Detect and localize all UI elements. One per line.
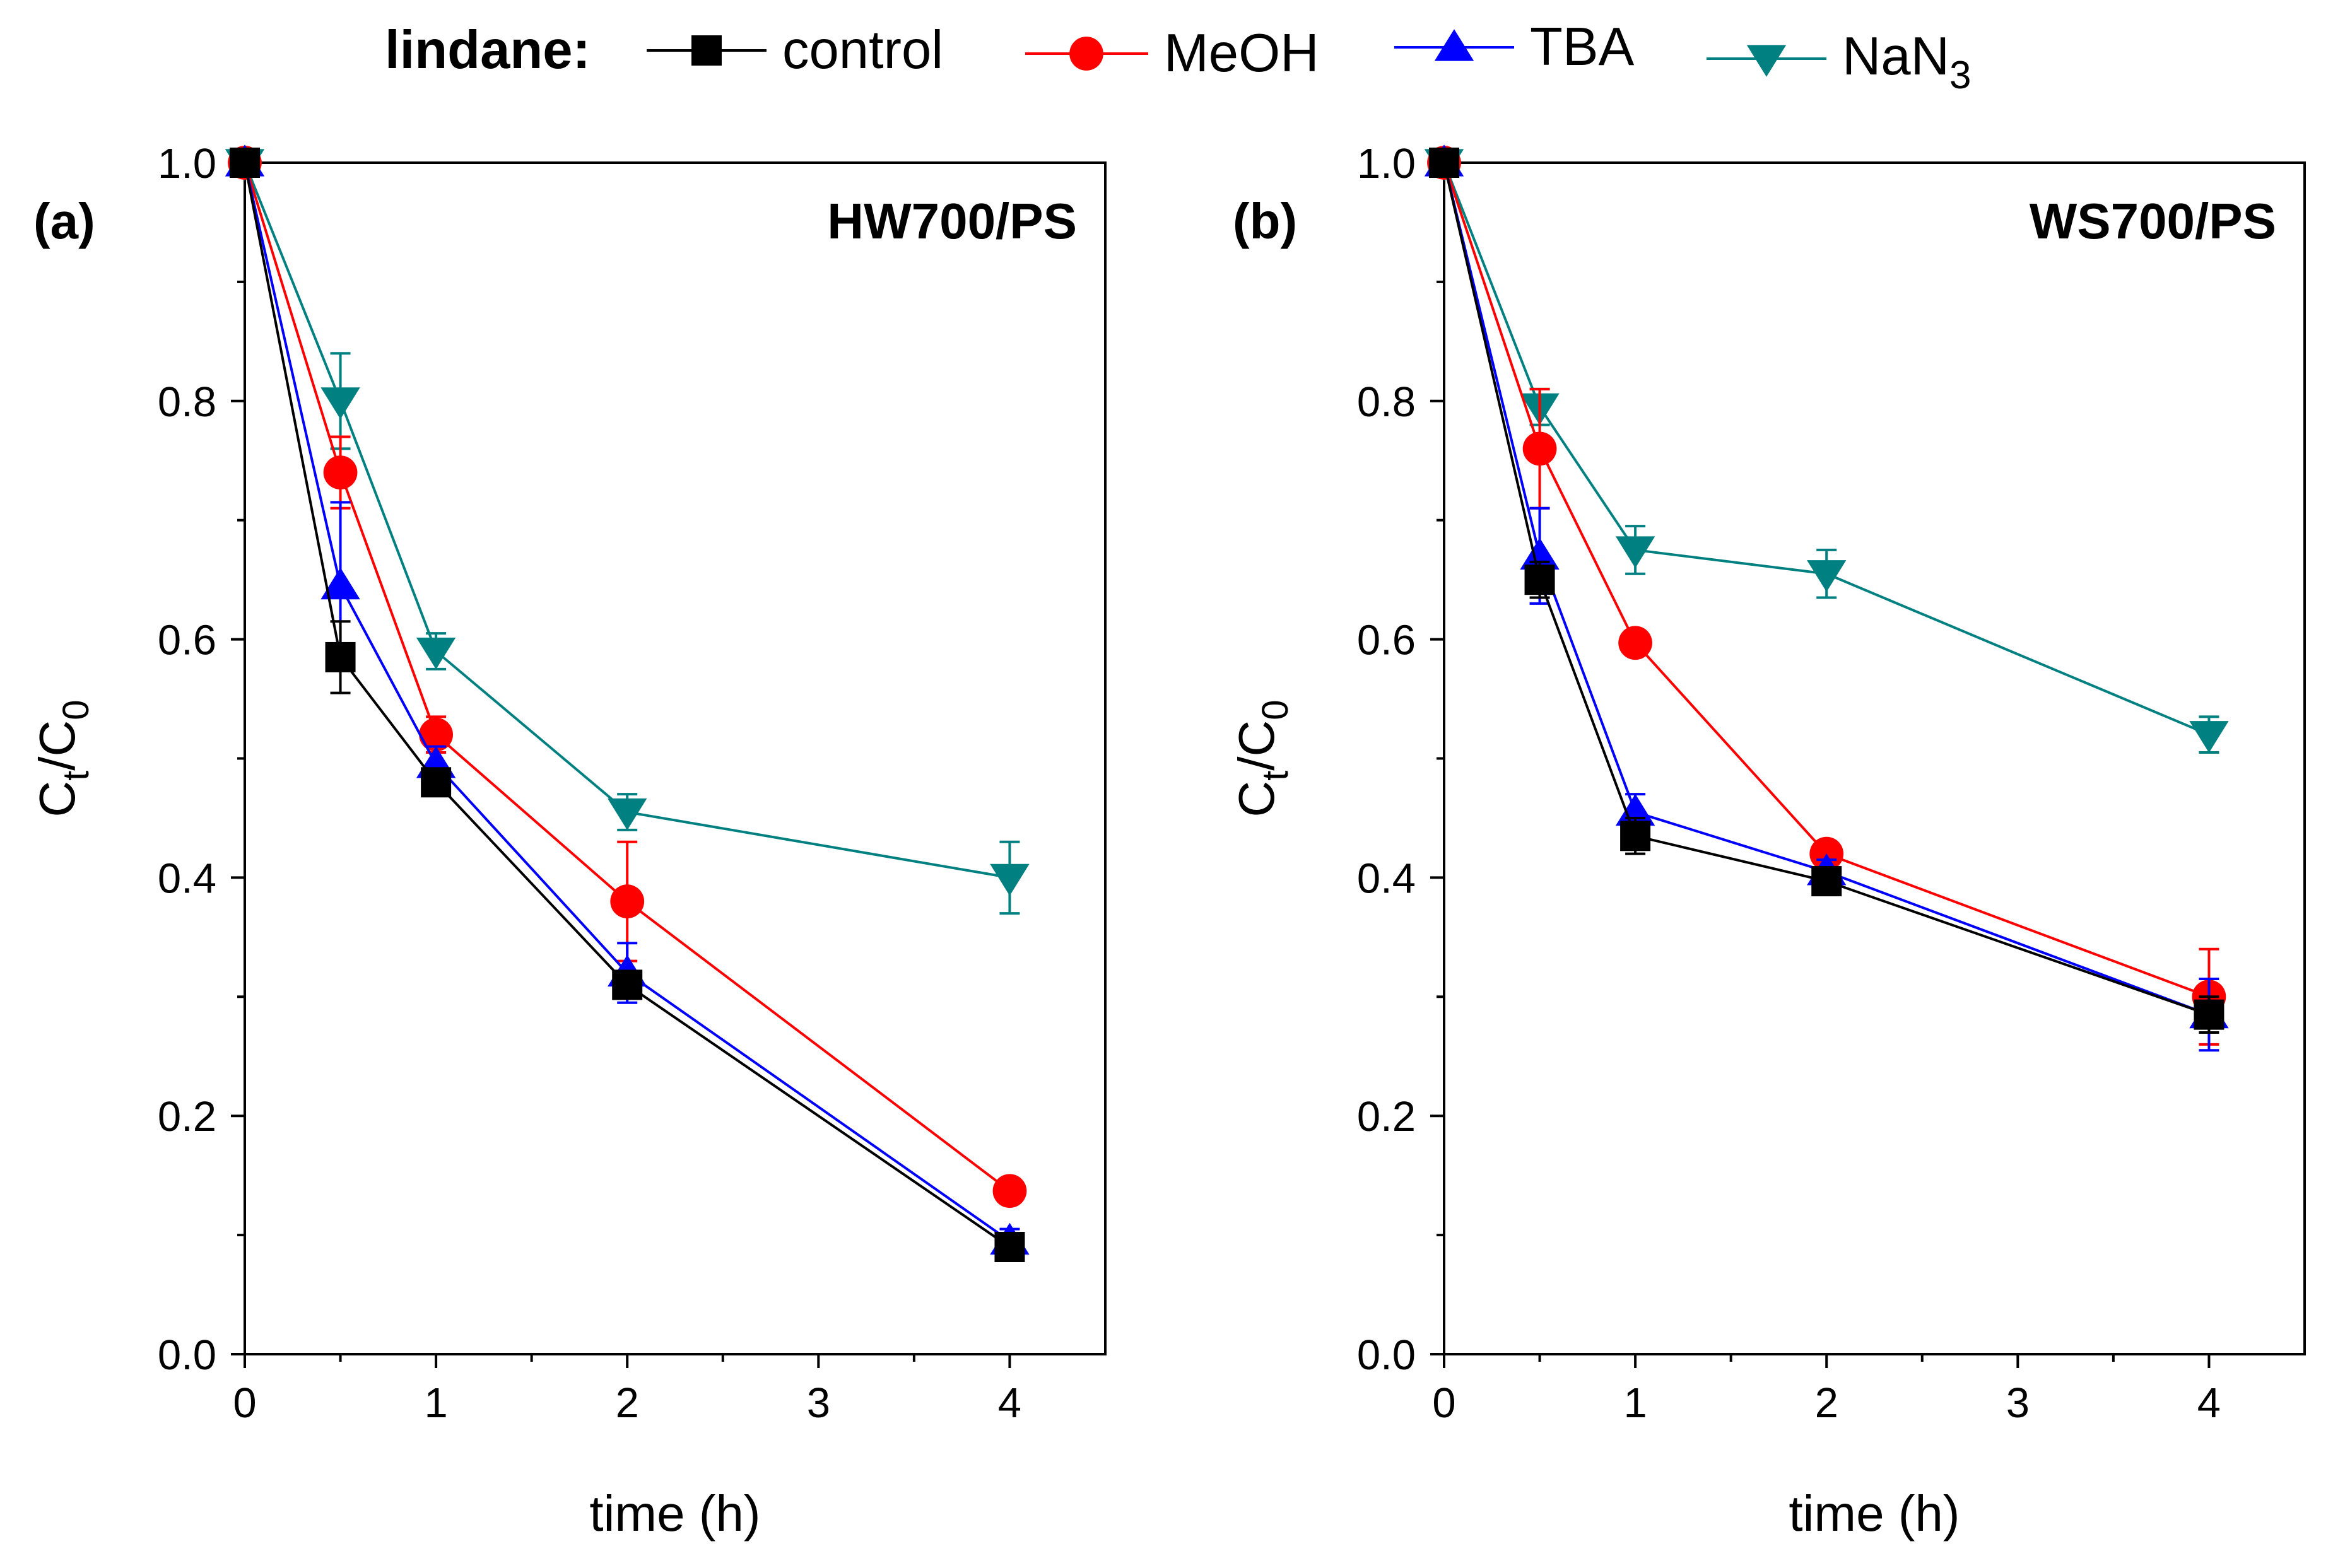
series-line-nan3 (244, 162, 1010, 879)
legend: lindane: control MeOH TBA NaN3 (385, 17, 1972, 97)
data-point-nan3 (2189, 721, 2229, 753)
series-line-tba (244, 162, 1011, 1243)
data-point-meoh (323, 455, 358, 490)
data-point-control (994, 1231, 1025, 1262)
series-tba (225, 144, 1030, 1255)
legend-label-subscript: 3 (1949, 54, 1971, 97)
legend-marker-tba (1434, 29, 1474, 61)
x-tick-label: 0 (233, 1379, 256, 1427)
data-point-meoh (419, 717, 453, 752)
series-control (230, 148, 1025, 1262)
x-tick-label: 2 (1815, 1379, 1838, 1427)
data-point-nan3 (990, 863, 1030, 896)
panel-label: (a) (33, 193, 95, 249)
data-point-nan3 (320, 387, 360, 419)
legend-heading: lindane: (385, 20, 591, 80)
y-axis-title-subscript: t (56, 771, 97, 781)
y-axis-title-subscript: 0 (1255, 699, 1296, 720)
y-tick-label: 0.4 (158, 855, 216, 902)
legend-label-tba: TBA (1530, 17, 1635, 77)
y-axis-title-part: C (29, 781, 85, 817)
y-axis-title-part: /C (29, 720, 85, 771)
y-axis-title-part: C (1228, 781, 1284, 817)
data-point-control (612, 969, 643, 1000)
y-axis-title-subscript: 0 (56, 699, 97, 720)
panel-title: WS700/PS (2030, 193, 2276, 249)
x-tick-label: 1 (424, 1379, 447, 1427)
data-point-control (1524, 565, 1555, 595)
y-tick-label: 0.2 (1357, 1093, 1416, 1140)
series-line-control (244, 162, 1011, 1248)
data-point-control (325, 641, 356, 672)
y-tick-label: 0.4 (1357, 855, 1416, 902)
y-tick-label: 0.0 (1357, 1331, 1416, 1379)
y-tick-label: 0.6 (158, 617, 216, 664)
data-point-nan3 (1615, 536, 1655, 568)
data-point-control (1811, 866, 1842, 897)
x-tick-label: 0 (1432, 1379, 1455, 1427)
legend-label-control: control (782, 20, 943, 80)
x-tick-label: 1 (1623, 1379, 1647, 1427)
x-axis-title: time (h) (1789, 1485, 1960, 1542)
series-nan3 (1424, 149, 2229, 754)
y-tick-label: 1.0 (1357, 140, 1416, 187)
y-tick-label: 1.0 (158, 140, 216, 187)
data-point-control (230, 148, 260, 178)
series-nan3 (225, 149, 1030, 915)
series-meoh (228, 146, 1027, 1208)
y-tick-label: 0.0 (158, 1331, 216, 1379)
x-tick-label: 4 (2197, 1379, 2221, 1427)
data-point-control (421, 767, 452, 798)
legend-item-meoh: MeOH (1025, 23, 1319, 83)
legend-item-tba: TBA (1394, 17, 1635, 77)
x-tick-label: 4 (998, 1379, 1021, 1427)
plot-frame (244, 161, 1107, 1355)
legend-marker-control (691, 35, 722, 66)
data-point-meoh (1618, 626, 1652, 660)
legend-item-control: control (647, 20, 943, 80)
data-point-control (1620, 821, 1651, 851)
series-line-meoh (244, 162, 1011, 1192)
y-tick-label: 0.6 (1357, 617, 1416, 664)
y-axis-title-part: /C (1228, 720, 1284, 771)
series-control (1429, 148, 2224, 1034)
legend-marker-meoh (1069, 37, 1103, 71)
y-tick-label: 0.8 (158, 378, 216, 426)
y-tick-label: 0.2 (158, 1093, 216, 1140)
legend-marker-nan3 (1746, 45, 1787, 77)
y-tick-label: 0.8 (1357, 378, 1416, 426)
data-point-nan3 (1807, 560, 1847, 592)
data-point-nan3 (608, 798, 647, 831)
panel-title: HW700/PS (827, 193, 1077, 249)
data-point-meoh (1522, 431, 1557, 466)
data-point-nan3 (416, 637, 456, 670)
data-point-control (2194, 999, 2224, 1030)
legend-label-meoh: MeOH (1164, 23, 1319, 83)
panel-label: (b) (1233, 193, 1297, 249)
plot-frame (1443, 161, 2306, 1355)
legend-label-nan3: NaN3 (1842, 26, 1972, 97)
y-axis-title: Ct/C0 (29, 699, 97, 817)
y-axis-title-subscript: t (1255, 771, 1296, 781)
x-axis-title: time (h) (589, 1485, 760, 1542)
y-axis-title: Ct/C0 (1228, 699, 1296, 817)
data-point-meoh (610, 884, 645, 919)
x-tick-label: 3 (2006, 1379, 2030, 1427)
data-point-tba (320, 567, 360, 600)
data-point-control (1429, 148, 1459, 178)
legend-item-nan3: NaN3 (1707, 26, 1972, 97)
data-point-meoh (992, 1174, 1027, 1208)
x-tick-label: 3 (807, 1379, 830, 1427)
x-tick-label: 2 (616, 1379, 639, 1427)
